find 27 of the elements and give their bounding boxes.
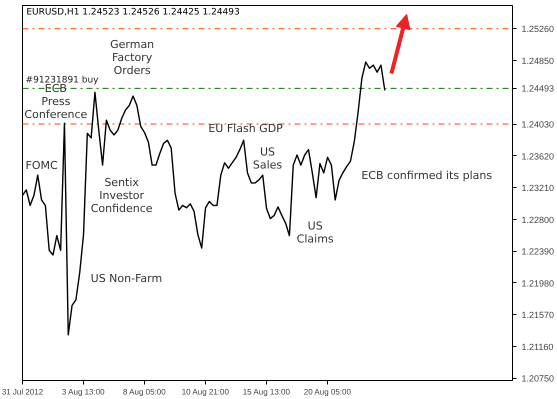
- y-tick-label: 1.24850: [522, 56, 554, 66]
- annotation: US Claims: [296, 220, 334, 246]
- y-tick-label: 1.21160: [522, 342, 554, 352]
- x-tick-label: 3 Aug 13:00: [62, 388, 106, 396]
- chart-title: EURUSD,H1 1.24523 1.24526 1.24425 1.24493: [26, 8, 240, 18]
- annotation: US Sales: [252, 146, 282, 172]
- y-tick-label: 1.21980: [522, 278, 554, 288]
- y-tick-label: 1.23210: [522, 183, 554, 194]
- annotation: US Non-Farm: [90, 272, 162, 285]
- annotation: ECB confirmed its plans: [361, 169, 492, 182]
- x-tick-label: 31 Jul 2012: [2, 388, 44, 396]
- y-tick-label: 1.24030: [522, 120, 554, 130]
- y-tick-label: 1.25260: [522, 24, 554, 34]
- y-tick-label: 1.24493: [522, 84, 554, 94]
- x-tick-label: 15 Aug 13:00: [242, 388, 290, 396]
- annotation: German Factory Orders: [110, 38, 154, 77]
- annotation: Sentix Investor Confidence: [90, 176, 153, 215]
- y-tick-label: 1.20750: [522, 374, 554, 384]
- y-tick-label: 1.22390: [522, 246, 554, 257]
- annotation: EU Flash GDP: [208, 122, 284, 135]
- x-tick-label: 20 Aug 05:00: [304, 388, 352, 396]
- y-tick-label: 1.22800: [522, 214, 554, 225]
- x-tick-label: 10 Aug 21:00: [182, 388, 230, 396]
- x-tick-label: 8 Aug 05:00: [122, 388, 166, 396]
- annotation: FOMC: [25, 159, 58, 172]
- y-tick-label: 1.23620: [522, 151, 554, 162]
- y-tick-label: 1.21570: [522, 310, 554, 320]
